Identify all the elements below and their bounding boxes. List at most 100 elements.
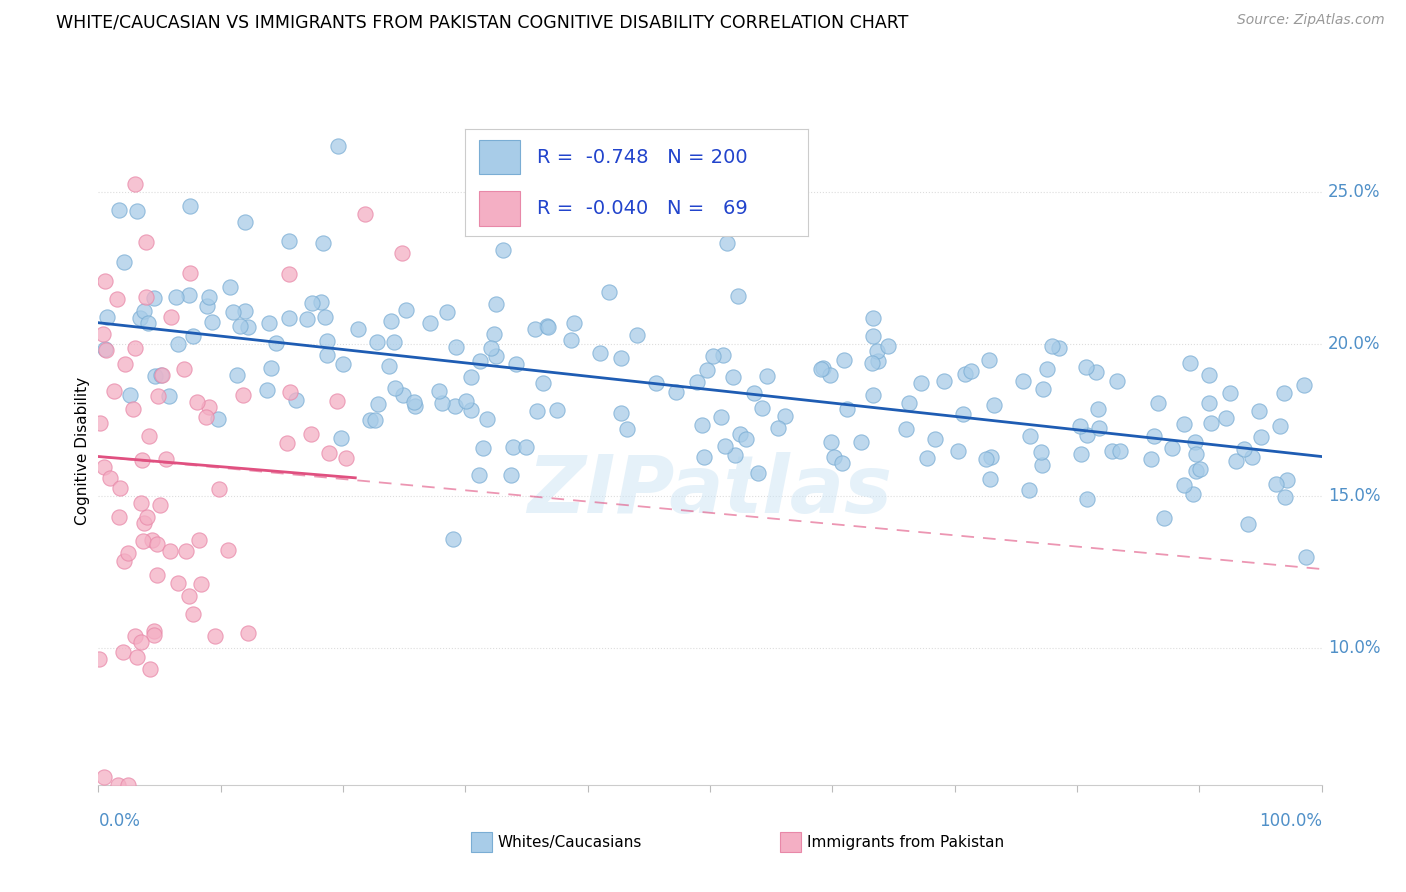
Point [94,343,117,357]
Point [124,629,146,643]
Point [318,446,340,460]
Point [173,361,195,376]
Point [103,384,125,399]
Text: Immigrants from Pakistan: Immigrants from Pakistan [807,835,1004,849]
Point [132,303,155,318]
Point [96,310,118,325]
Point [868,354,890,368]
Point [125,203,148,218]
Point [124,341,146,355]
Point [146,537,169,551]
Point [188,533,211,547]
Point [1274,491,1296,505]
Point [1184,447,1206,461]
Point [233,304,256,318]
Point [312,236,335,251]
Point [1268,419,1291,434]
Point [686,375,709,389]
Point [107,203,129,218]
Point [730,427,752,442]
Point [134,516,156,530]
Point [894,422,917,436]
Point [233,215,256,229]
Point [531,376,554,390]
Point [1069,418,1091,433]
Point [117,546,139,560]
Point [143,368,166,383]
Point [195,299,218,313]
Point [485,297,508,311]
Point [924,432,946,446]
Point [505,357,527,371]
Point [226,368,249,382]
Point [747,467,769,481]
Point [1019,428,1042,442]
Point [1295,549,1317,564]
Point [1198,368,1220,382]
Point [645,376,668,390]
Point [1215,411,1237,425]
Point [1047,341,1070,355]
Point [315,348,337,362]
Point [721,369,744,384]
Point [236,320,259,334]
Point [1143,428,1166,442]
Point [125,650,148,665]
Point [87,652,110,666]
Point [229,319,252,334]
Point [501,467,523,482]
Point [860,356,883,370]
Point [626,327,648,342]
Point [93,275,115,289]
Point [979,472,1001,486]
Point [537,319,560,334]
Point [477,412,499,426]
Point [404,399,426,413]
Point [93,459,115,474]
Point [150,368,173,383]
Point [702,349,724,363]
Point [1040,339,1063,353]
Point [366,335,388,350]
Point [1074,360,1097,375]
Point [136,316,159,330]
Point [485,349,508,363]
Point [347,321,370,335]
Point [1233,442,1256,456]
Point [167,336,190,351]
Point [441,532,464,546]
Point [526,403,548,417]
Point [735,432,758,446]
Point [384,380,406,394]
Point [818,368,841,382]
Point [1250,430,1272,444]
Point [131,452,153,467]
Point [1088,421,1111,435]
Point [93,770,115,784]
Point [181,329,204,343]
Point [112,255,135,269]
Point [142,628,165,642]
Text: 10.0%: 10.0% [1327,640,1381,657]
Point [862,329,884,343]
Point [696,362,718,376]
Point [1084,365,1107,379]
Point [427,384,450,398]
Point [186,394,208,409]
Point [831,456,853,470]
Point [395,302,418,317]
Point [443,400,465,414]
Point [562,316,585,330]
Point [471,441,494,455]
Point [773,409,796,424]
Point [460,402,482,417]
Point [1249,403,1271,417]
Point [256,384,278,398]
Point [392,388,415,402]
Point [201,315,224,329]
Point [328,139,350,153]
Point [314,310,336,324]
Point [479,341,502,355]
Point [364,412,387,426]
Point [382,334,405,349]
